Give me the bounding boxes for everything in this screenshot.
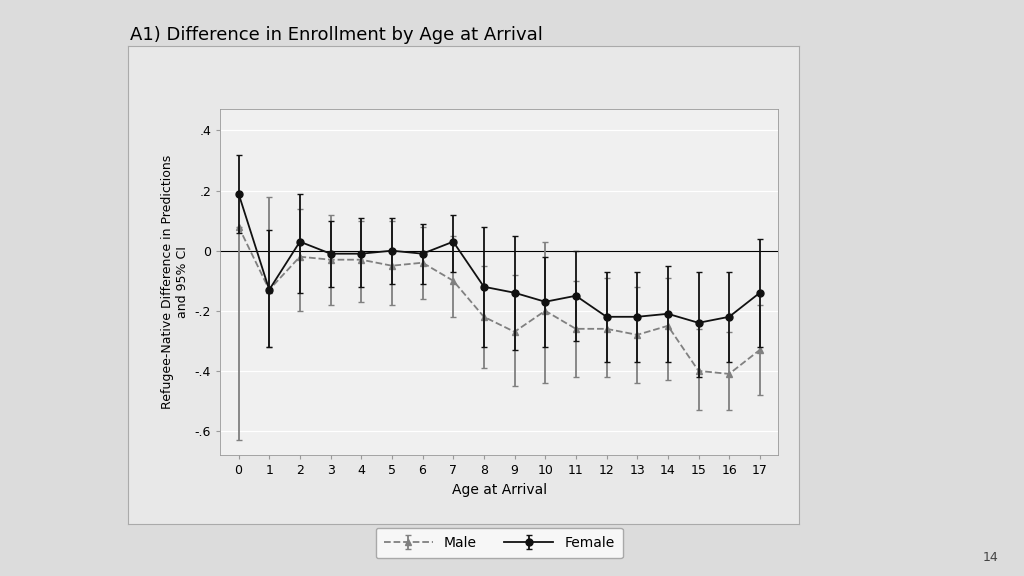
Text: 14: 14	[983, 551, 998, 564]
Text: A1) Difference in Enrollment by Age at Arrival: A1) Difference in Enrollment by Age at A…	[130, 26, 543, 44]
Legend: Male, Female: Male, Female	[376, 528, 623, 558]
Y-axis label: Refugee-Native Difference in Predictions
and 95% CI: Refugee-Native Difference in Predictions…	[161, 155, 189, 410]
X-axis label: Age at Arrival: Age at Arrival	[452, 483, 547, 497]
